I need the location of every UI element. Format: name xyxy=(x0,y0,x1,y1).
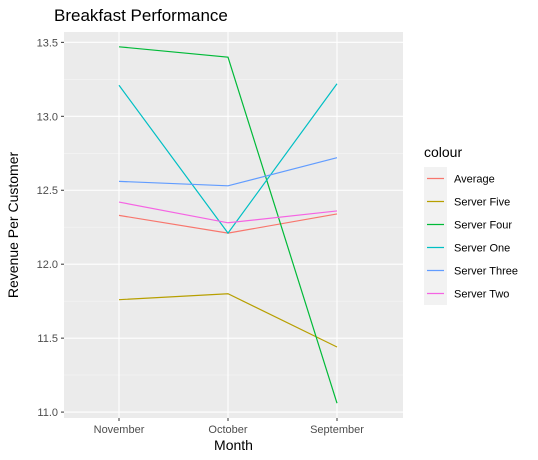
legend-label: Average xyxy=(454,174,495,186)
y-tick-label: 12.5 xyxy=(37,185,58,197)
grid-major xyxy=(64,32,403,418)
legend: colour Average Server Five Server Four Serv… xyxy=(424,144,518,305)
series-lines xyxy=(118,46,338,404)
legend-label: Server Five xyxy=(454,197,510,209)
grid-minor xyxy=(64,79,403,376)
legend-label: Server Two xyxy=(454,289,509,301)
y-tick-label: 12.0 xyxy=(37,259,58,271)
series-line-server-two xyxy=(118,201,338,224)
chart-title: Breakfast Performance xyxy=(54,6,228,25)
x-tick-label: October xyxy=(208,424,247,436)
series-line-server-five xyxy=(118,293,338,348)
legend-label: Server One xyxy=(454,243,510,255)
x-axis: November October September xyxy=(94,418,364,436)
legend-title: colour xyxy=(424,144,462,160)
y-tick-label: 11.5 xyxy=(37,333,58,345)
y-tick-label: 13.0 xyxy=(37,111,58,123)
x-tick-label: September xyxy=(310,424,364,436)
x-axis-title: Month xyxy=(214,437,253,453)
x-tick-label: November xyxy=(94,424,145,436)
y-tick-label: 11.0 xyxy=(37,407,58,419)
legend-label: Server Four xyxy=(454,220,512,232)
series-line-server-one xyxy=(118,83,338,235)
legend-label: Server Three xyxy=(454,266,518,278)
series-line-server-three xyxy=(118,157,338,187)
series-line-server-four xyxy=(118,46,338,404)
y-tick-label: 13.5 xyxy=(37,37,58,49)
y-axis-title: Revenue Per Customer xyxy=(5,152,21,299)
y-axis: 11.0 11.5 12.0 12.5 13.0 13.5 xyxy=(37,37,64,419)
